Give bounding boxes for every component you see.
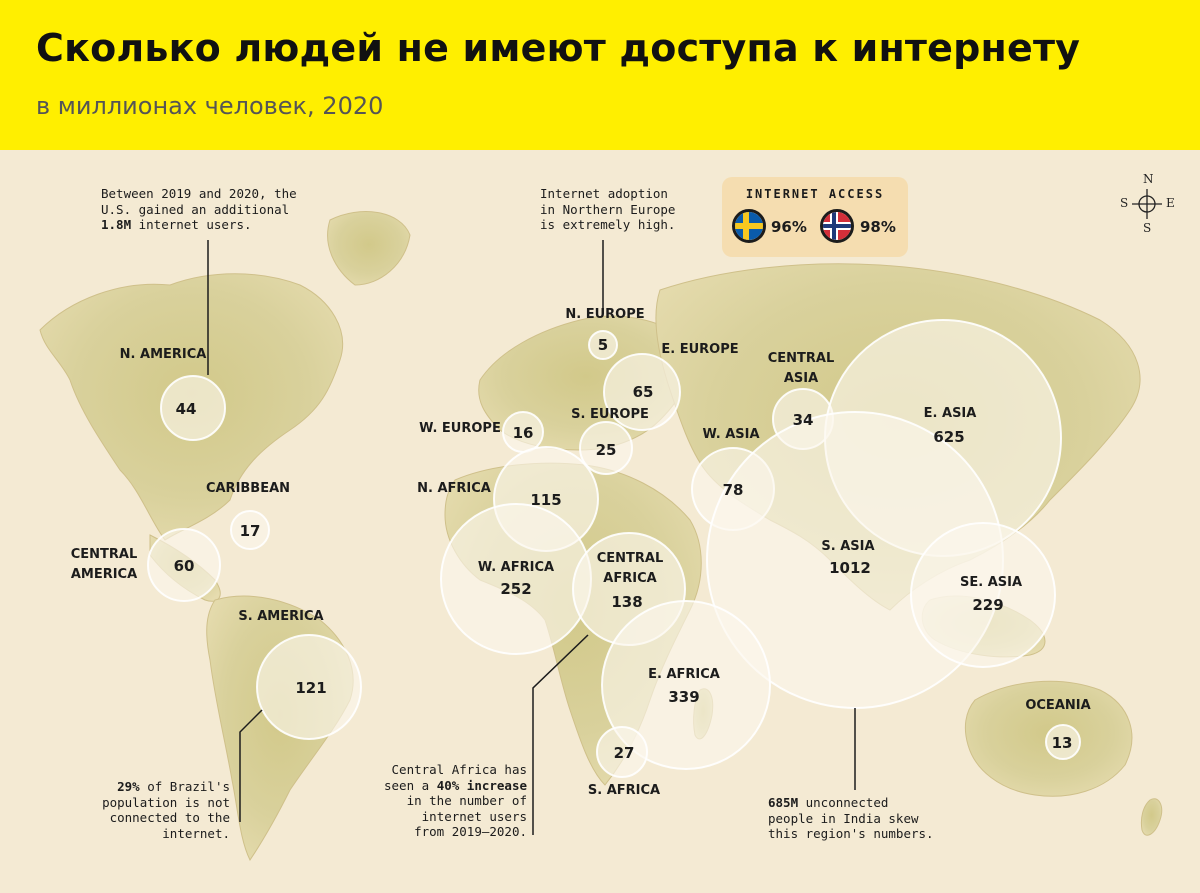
region-value-e-asia: 625 bbox=[933, 428, 965, 446]
compass-w: S bbox=[1120, 196, 1129, 210]
region-value-s-america: 121 bbox=[295, 679, 327, 697]
region-value-e-africa: 339 bbox=[668, 688, 700, 706]
bubble-s-europe bbox=[579, 421, 633, 475]
region-label-e-asia: E. ASIA bbox=[923, 406, 977, 421]
region-value-n-europe: 5 bbox=[597, 336, 609, 354]
bubble-e-africa bbox=[601, 600, 771, 770]
bubble-se-asia bbox=[910, 522, 1056, 668]
region-value-central-america: 60 bbox=[173, 557, 195, 575]
bubble-n-europe bbox=[588, 330, 618, 360]
compass-n: N bbox=[1143, 172, 1154, 186]
greenland-land bbox=[327, 211, 411, 286]
note-us: Between 2019 and 2020, the U.S. gained a… bbox=[101, 186, 297, 232]
region-label-se-asia: SE. ASIA bbox=[959, 575, 1023, 590]
note-north-europe: Internet adoption in Northern Europe is … bbox=[540, 186, 676, 232]
norway-flag-icon bbox=[820, 209, 854, 243]
region-value-se-asia: 229 bbox=[972, 596, 1004, 614]
region-label-s-europe: S. EUROPE bbox=[571, 407, 649, 422]
leader-line-central-africa bbox=[532, 634, 589, 835]
region-label-oceania: OCEANIA bbox=[1025, 698, 1091, 713]
bubble-e-europe bbox=[603, 353, 681, 431]
compass-icon: N E S S bbox=[1115, 172, 1179, 236]
region-label-s-africa: S. AFRICA bbox=[587, 783, 661, 798]
region-value-caribbean: 17 bbox=[239, 522, 261, 540]
region-label-n-africa: N. AFRICA bbox=[417, 481, 491, 496]
region-value-s-africa: 27 bbox=[613, 744, 635, 762]
region-value-n-america: 44 bbox=[175, 400, 197, 418]
note-central-africa: Central Africa has seen a 40% increase i… bbox=[384, 762, 527, 839]
region-value-w-africa: 252 bbox=[500, 580, 532, 598]
compass-s: S bbox=[1143, 221, 1152, 235]
bubble-oceania bbox=[1045, 724, 1081, 760]
sweden-flag-icon bbox=[732, 209, 766, 243]
region-value-s-europe: 25 bbox=[595, 441, 617, 459]
region-label-s-asia: S. ASIA bbox=[821, 539, 875, 554]
legend-title: INTERNET ACCESS bbox=[745, 187, 885, 201]
region-label-w-africa: W. AFRICA bbox=[477, 560, 555, 575]
sweden-access-value: 96% bbox=[771, 218, 807, 236]
bubble-central-america bbox=[147, 528, 221, 602]
region-value-central-asia: 34 bbox=[792, 411, 814, 429]
region-label-n-america: N. AMERICA bbox=[119, 347, 207, 362]
bubble-s-africa bbox=[596, 726, 648, 778]
leader-line-brazil bbox=[239, 709, 263, 822]
region-value-n-africa: 115 bbox=[530, 491, 562, 509]
new-zealand-land bbox=[1140, 798, 1163, 836]
region-label-caribbean: CARIBBEAN bbox=[205, 481, 291, 496]
region-label-n-europe: N. EUROPE bbox=[565, 307, 645, 322]
region-label-s-america: S. AMERICA bbox=[238, 609, 324, 624]
note-india: 685M unconnected people in India skew th… bbox=[768, 795, 934, 841]
region-label-w-europe: W. EUROPE bbox=[419, 421, 501, 436]
region-label-central-asia: CENTRAL ASIA bbox=[767, 351, 835, 386]
region-value-e-europe: 65 bbox=[632, 383, 654, 401]
bubble-s-america bbox=[256, 634, 362, 740]
page-title: Сколько людей не имеют доступа к интерне… bbox=[36, 26, 1081, 70]
bubble-w-africa bbox=[440, 503, 592, 655]
internet-access-legend: INTERNET ACCESS 96% 98% bbox=[722, 177, 908, 257]
bubble-n-america bbox=[160, 375, 226, 441]
page-subtitle: в миллионах человек, 2020 bbox=[36, 92, 384, 120]
region-value-central-africa: 138 bbox=[611, 593, 643, 611]
norway-access-value: 98% bbox=[860, 218, 896, 236]
note-brazil: 29% of Brazil's population is not connec… bbox=[102, 779, 230, 841]
bubble-caribbean bbox=[230, 510, 270, 550]
region-value-w-asia: 78 bbox=[722, 481, 744, 499]
region-value-s-asia: 1012 bbox=[829, 559, 871, 577]
region-label-e-africa: E. AFRICA bbox=[648, 667, 720, 682]
region-value-w-europe: 16 bbox=[512, 424, 534, 442]
region-value-oceania: 13 bbox=[1051, 734, 1073, 752]
region-label-central-africa: CENTRAL AFRICA bbox=[596, 551, 664, 586]
region-label-central-america: CENTRAL AMERICA bbox=[70, 547, 138, 582]
region-label-e-europe: E. EUROPE bbox=[661, 342, 739, 357]
compass-e: E bbox=[1166, 196, 1175, 210]
region-label-w-asia: W. ASIA bbox=[702, 427, 760, 442]
header: Сколько людей не имеют доступа к интерне… bbox=[0, 0, 1200, 150]
world-map bbox=[39, 211, 1163, 861]
